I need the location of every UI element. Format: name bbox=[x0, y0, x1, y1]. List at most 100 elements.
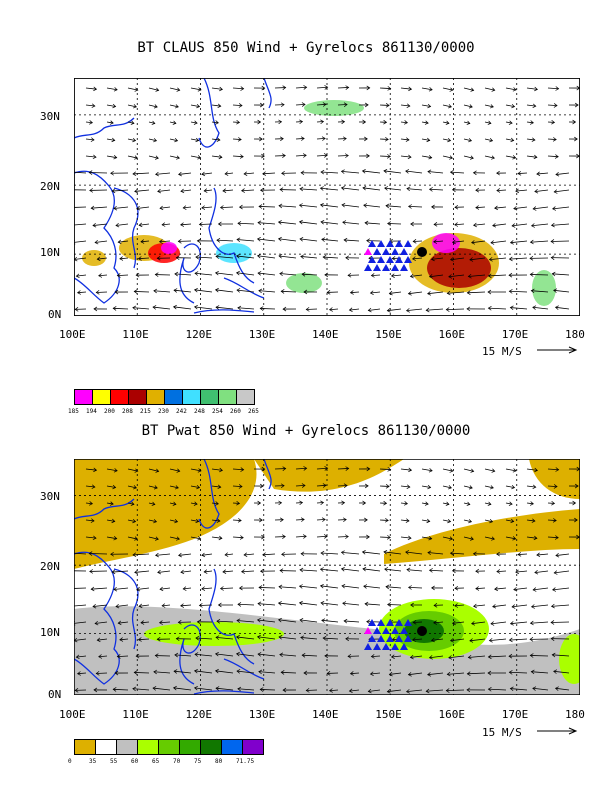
wind-arrowhead bbox=[534, 467, 538, 473]
wind-vector bbox=[492, 604, 507, 608]
wind-arrowhead bbox=[112, 484, 117, 490]
wind-vector bbox=[421, 485, 431, 488]
wind-arrowhead bbox=[137, 637, 142, 642]
wind-vector bbox=[306, 308, 318, 310]
wind-arrowhead bbox=[508, 653, 513, 659]
lon-label: 110E bbox=[122, 708, 149, 721]
wind-vector bbox=[547, 485, 558, 488]
wind-arrowhead bbox=[259, 136, 263, 142]
wind-vector bbox=[533, 587, 549, 591]
colorbar-label: 242 bbox=[176, 408, 187, 415]
wind-arrowhead bbox=[299, 237, 304, 242]
wind-vector bbox=[74, 552, 87, 555]
wind-arrowhead bbox=[113, 87, 118, 92]
wind-vector bbox=[91, 206, 108, 209]
wind-arrowhead bbox=[431, 204, 435, 210]
wind-arrowhead bbox=[515, 569, 520, 575]
lon-label: 110E bbox=[122, 328, 149, 341]
wind-vector bbox=[450, 552, 465, 555]
wind-arrowhead bbox=[262, 552, 267, 557]
wind-vector bbox=[169, 104, 179, 108]
wind-arrowhead bbox=[391, 256, 396, 261]
wind-arrowhead bbox=[134, 87, 139, 92]
wind-vector bbox=[484, 536, 495, 540]
wind-vector bbox=[201, 587, 213, 590]
gyreloc-marker bbox=[404, 635, 412, 642]
wind-arrowhead bbox=[494, 205, 499, 211]
wind-arrowhead bbox=[408, 467, 413, 473]
wind-arrowhead bbox=[454, 603, 459, 608]
wind-arrowhead bbox=[555, 552, 560, 558]
gyreloc-marker bbox=[364, 627, 372, 634]
wind-vector bbox=[139, 223, 150, 226]
wind-vector bbox=[155, 553, 171, 556]
wind-vector bbox=[406, 689, 423, 693]
wind-arrowhead bbox=[197, 536, 202, 541]
wind-arrowhead bbox=[364, 220, 369, 226]
wind-vector bbox=[515, 570, 528, 573]
wind-vector bbox=[387, 604, 402, 606]
wind-vector bbox=[471, 240, 486, 244]
wind-arrowhead bbox=[303, 466, 308, 471]
colorbar-swatch bbox=[74, 389, 93, 405]
wind-arrowhead bbox=[529, 501, 534, 506]
wind-arrowhead bbox=[508, 272, 513, 278]
ref-vector-label-2: 15 M/S bbox=[482, 726, 522, 739]
gyreloc-marker bbox=[373, 643, 381, 650]
wind-arrowhead bbox=[487, 273, 492, 279]
wind-arrowhead bbox=[574, 136, 578, 142]
wind-arrowhead bbox=[277, 617, 282, 623]
colorbar-label: 230 bbox=[158, 408, 169, 415]
wind-arrowhead bbox=[553, 288, 558, 293]
wind-arrowhead bbox=[280, 289, 285, 294]
wind-vector bbox=[220, 587, 234, 590]
wind-arrowhead bbox=[405, 137, 410, 142]
wind-vector bbox=[505, 468, 517, 472]
gyreloc-marker bbox=[368, 240, 376, 247]
wind-vector bbox=[379, 87, 391, 89]
wind-vector bbox=[408, 291, 423, 295]
wind-vector bbox=[237, 603, 255, 606]
wind-vector bbox=[118, 240, 129, 243]
wind-arrowhead bbox=[321, 517, 326, 522]
wind-arrowhead bbox=[383, 119, 388, 125]
wind-vector bbox=[155, 172, 171, 175]
wind-vector bbox=[241, 189, 255, 192]
wind-vector bbox=[299, 602, 318, 606]
wind-vector bbox=[134, 570, 150, 573]
wind-vector bbox=[475, 587, 486, 590]
wind-arrowhead bbox=[513, 587, 518, 592]
gyreloc-marker bbox=[391, 248, 399, 255]
wind-arrowhead bbox=[259, 568, 264, 574]
wind-arrowhead bbox=[488, 257, 493, 262]
wind-vector bbox=[484, 155, 495, 159]
wind-vector bbox=[408, 205, 423, 208]
wind-arrowhead bbox=[364, 601, 369, 607]
wind-arrowhead bbox=[517, 171, 522, 176]
wind-arrowhead bbox=[216, 137, 221, 142]
wind-vector bbox=[257, 238, 276, 242]
wind-arrowhead bbox=[532, 686, 537, 691]
wind-arrowhead bbox=[94, 620, 99, 626]
wind-vector bbox=[421, 87, 433, 91]
wind-vector bbox=[410, 655, 423, 658]
wind-arrowhead bbox=[156, 255, 161, 261]
wind-arrowhead bbox=[343, 237, 348, 243]
wind-vector bbox=[119, 638, 129, 641]
wind-arrowhead bbox=[532, 206, 537, 211]
wind-vector bbox=[127, 485, 137, 489]
wind-arrowhead bbox=[256, 618, 261, 623]
wind-arrowhead bbox=[428, 568, 433, 573]
wind-vector bbox=[452, 240, 465, 243]
wind-vector bbox=[511, 604, 528, 608]
wind-arrowhead bbox=[173, 669, 178, 674]
wind-arrowhead bbox=[468, 485, 473, 490]
wind-vector bbox=[463, 485, 473, 489]
wind-vector bbox=[463, 536, 474, 540]
wind-arrowhead bbox=[555, 467, 560, 472]
wind-arrowhead bbox=[239, 535, 244, 540]
wind-arrowhead bbox=[572, 500, 577, 506]
wind-arrowhead bbox=[410, 221, 414, 227]
wind-arrowhead bbox=[195, 635, 200, 641]
wind-vector bbox=[278, 205, 297, 208]
